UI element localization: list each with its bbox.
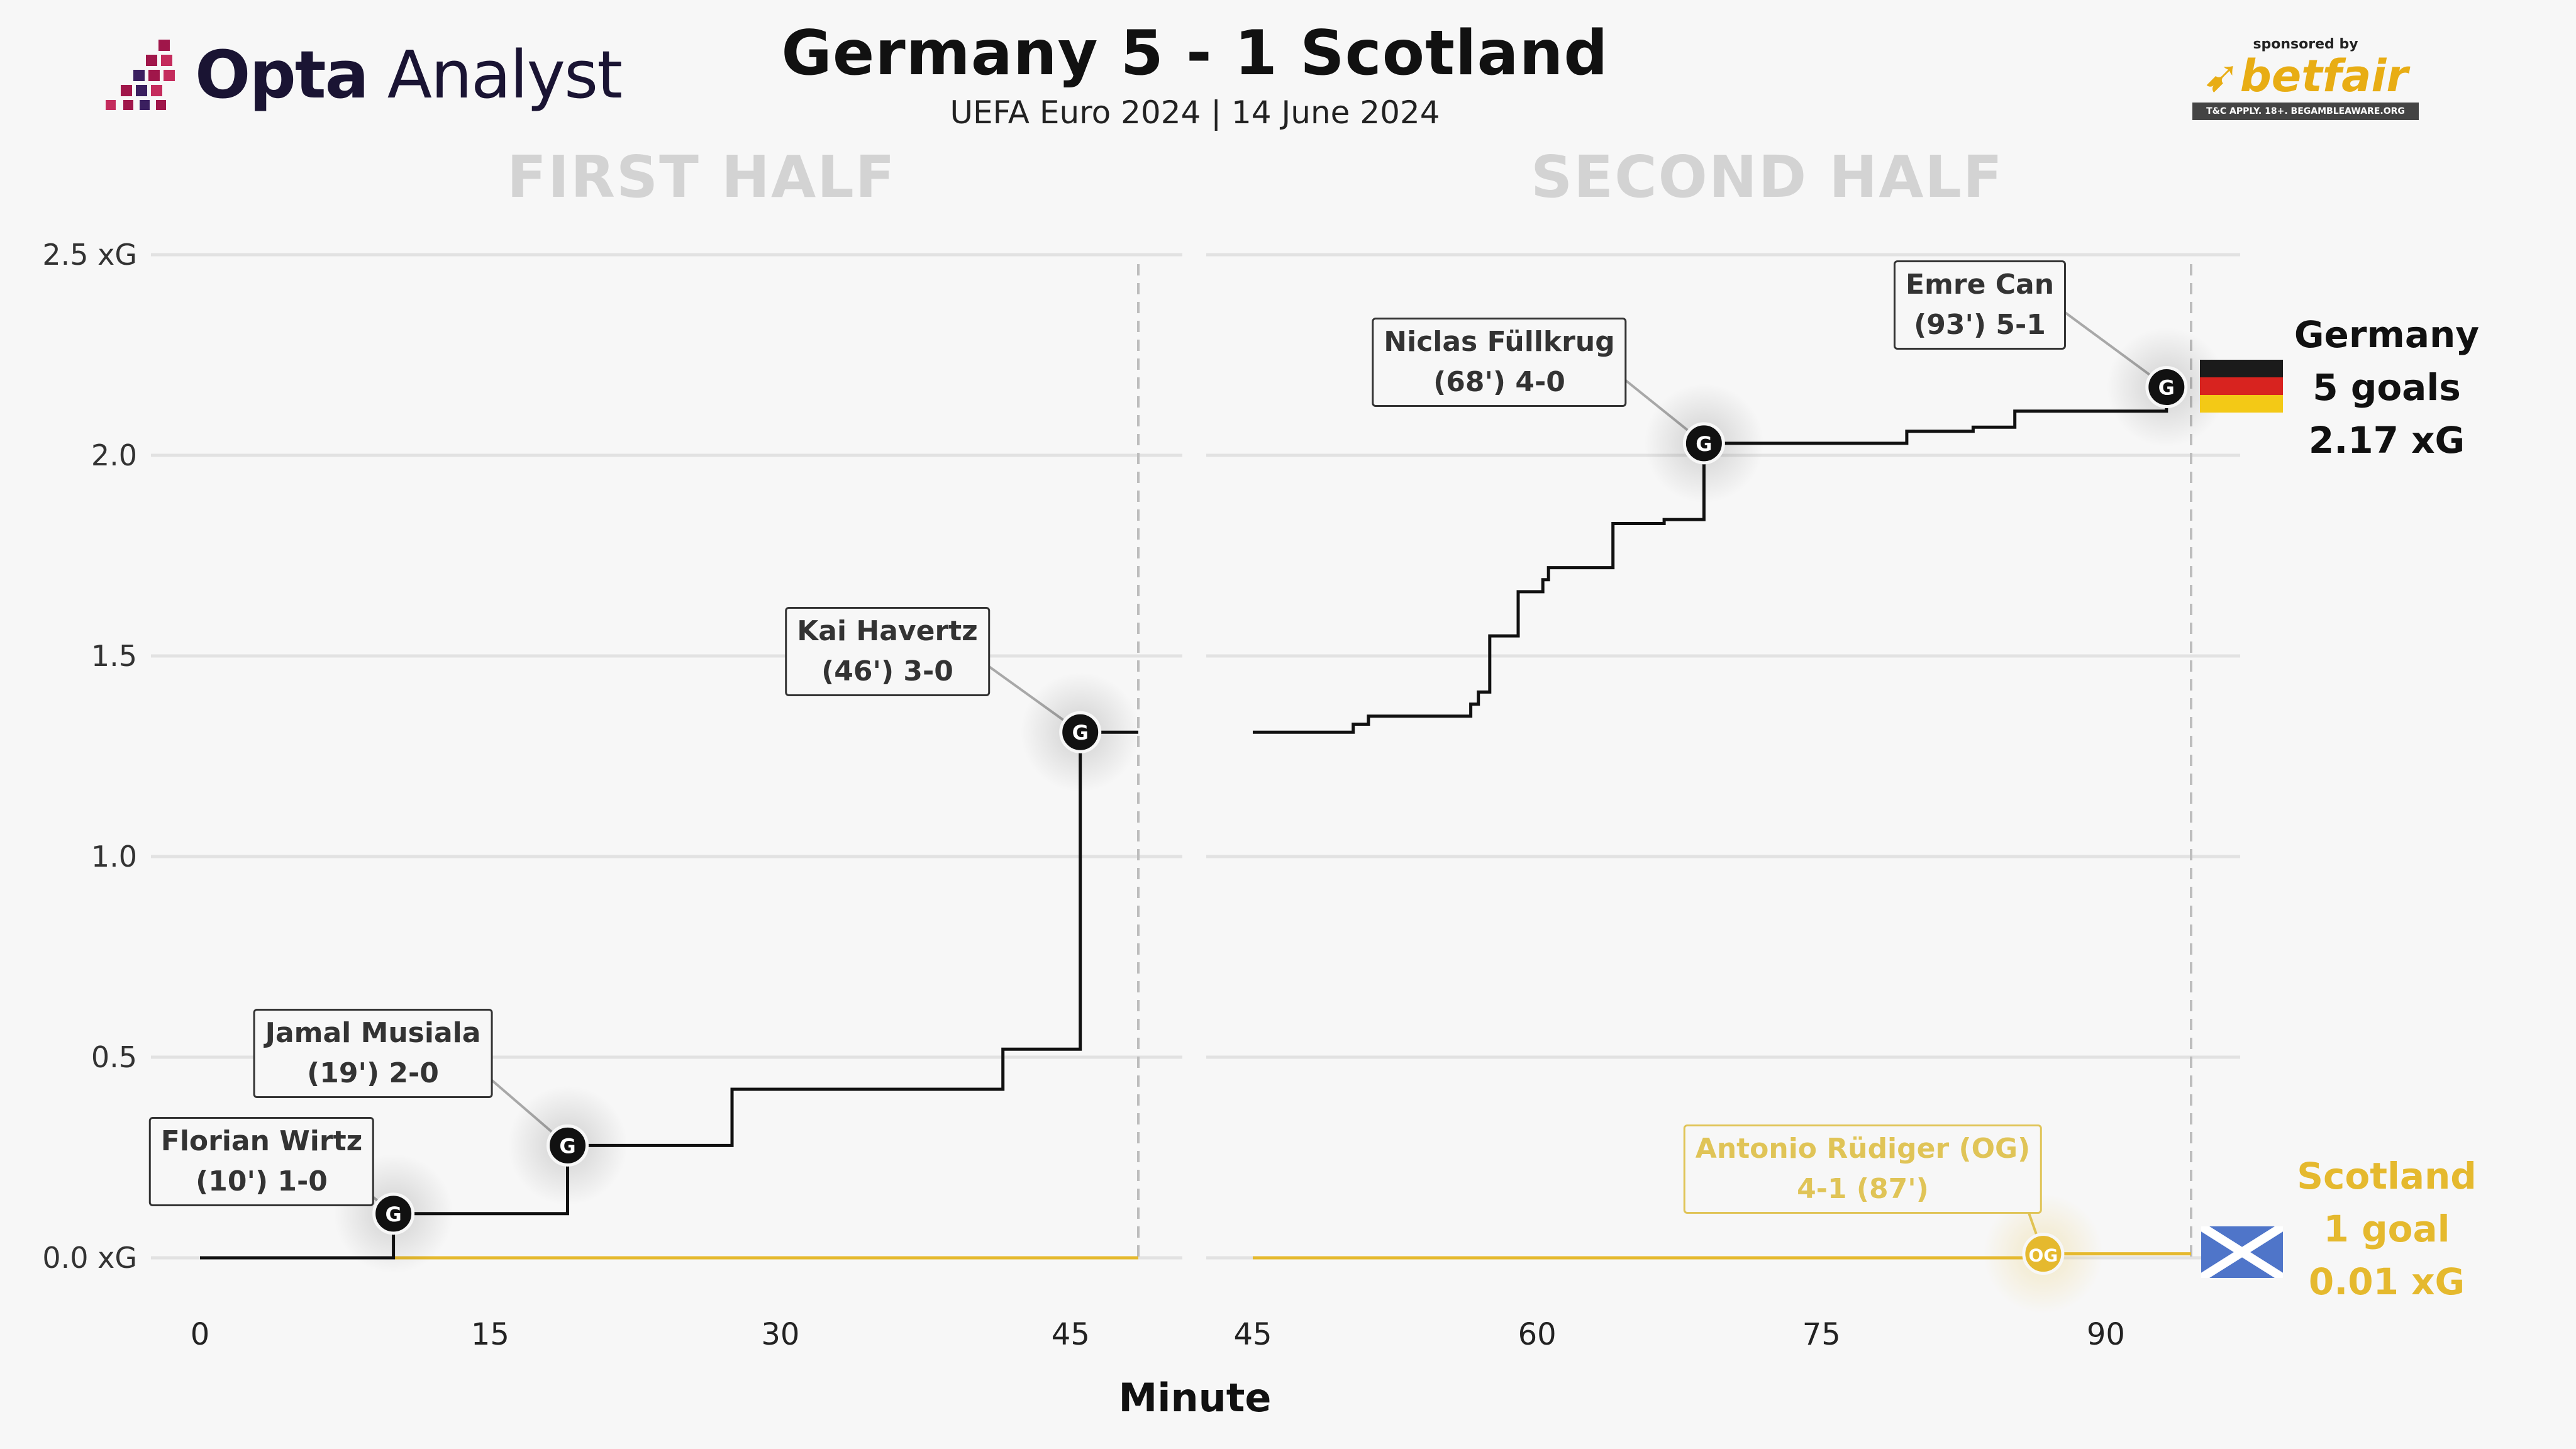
germany-name: Germany [2294,313,2480,356]
goal-marker-label: G [385,1202,401,1226]
y-tick-label: 1.0 [91,840,137,874]
goal-annotation-rudiger-og: Antonio Rüdiger (OG) 4-1 (87') [1683,1124,2043,1214]
x-tick-label: 45 [1052,1317,1090,1352]
x-tick-label: 30 [761,1317,799,1352]
sponsor-small-text: sponsored by [2253,36,2358,52]
y-tick-label: 0.0 xG [42,1241,137,1275]
germany-summary: Germany 5 goals 2.17 xG [2270,308,2503,467]
goal-marker-label: G [1696,432,1712,456]
goal-marker [1059,711,1102,753]
x-axis-title: Minute [1118,1375,1272,1421]
goal-marker-label: G [559,1134,575,1158]
opta-squares-icon [106,40,175,110]
second-half-germany-line [1253,387,2168,734]
chart-title: Germany 5 - 1 Scotland [781,18,1609,89]
y-tick-label: 1.5 [91,639,137,673]
betfair-arrow-icon: ➹ [2203,50,2240,102]
goal-annotation-wirtz: Florian Wirtz (10') 1-0 [148,1117,375,1206]
germany-goals: 5 goals [2312,366,2461,409]
x-tick-label: 45 [1233,1317,1272,1352]
x-tick-label: 90 [2087,1317,2125,1352]
germany-xg: 2.17 xG [2308,419,2465,462]
scotland-flag-icon [2201,1226,2283,1278]
goal-annotation-can: Emre Can (93') 5-1 [1893,260,2067,350]
chart-subtitle: UEFA Euro 2024 | 14 June 2024 [950,94,1440,131]
y-tick-label: 2.0 [91,438,137,472]
scotland-name: Scotland [2297,1155,2477,1197]
own-goal-marker [2022,1233,2065,1275]
sponsor-disclaimer: T&C APPLY. 18+. BEGAMBLEAWARE.ORG [2192,103,2419,120]
y-tick-label: 0.5 [91,1040,137,1074]
sponsor-badge: sponsored by ➹betfair T&C APPLY. 18+. BE… [2192,36,2419,120]
goal-marker [2145,366,2188,409]
title-block: Germany 5 - 1 Scotland UEFA Euro 2024 | … [0,18,2390,131]
goal-annotation-musiala: Jamal Musiala (19') 2-0 [253,1009,493,1098]
x-tick-label: 0 [191,1317,210,1352]
goal-marker [546,1124,589,1167]
goal-marker [1682,422,1725,465]
opta-analyst-logo: Opta Analyst [101,36,623,113]
goal-marker-label: G [1072,721,1089,745]
goal-annotation-havertz: Kai Havertz (46') 3-0 [785,607,990,696]
x-tick-label: 60 [1518,1317,1557,1352]
logo-wordmark: Opta Analyst [195,36,623,113]
goal-marker-label: OG [2028,1245,2058,1266]
goal-marker [372,1192,415,1235]
first-half-title: FIRST HALF [507,143,896,211]
x-tick-label: 15 [471,1317,509,1352]
scotland-summary: Scotland 1 goal 0.01 xG [2270,1150,2503,1308]
scotland-xg: 0.01 xG [2308,1260,2465,1303]
second-half-title: SECOND HALF [1531,143,2004,211]
germany-flag-icon [2200,360,2283,413]
betfair-logo: ➹betfair [2203,50,2408,102]
x-tick-label: 75 [1802,1317,1841,1352]
goal-marker-label: G [2158,376,2175,400]
scotland-goals: 1 goal [2323,1208,2450,1250]
y-tick-label: 2.5 xG [42,238,137,272]
goal-annotation-fullkrug: Niclas Füllkrug (68') 4-0 [1372,318,1627,407]
